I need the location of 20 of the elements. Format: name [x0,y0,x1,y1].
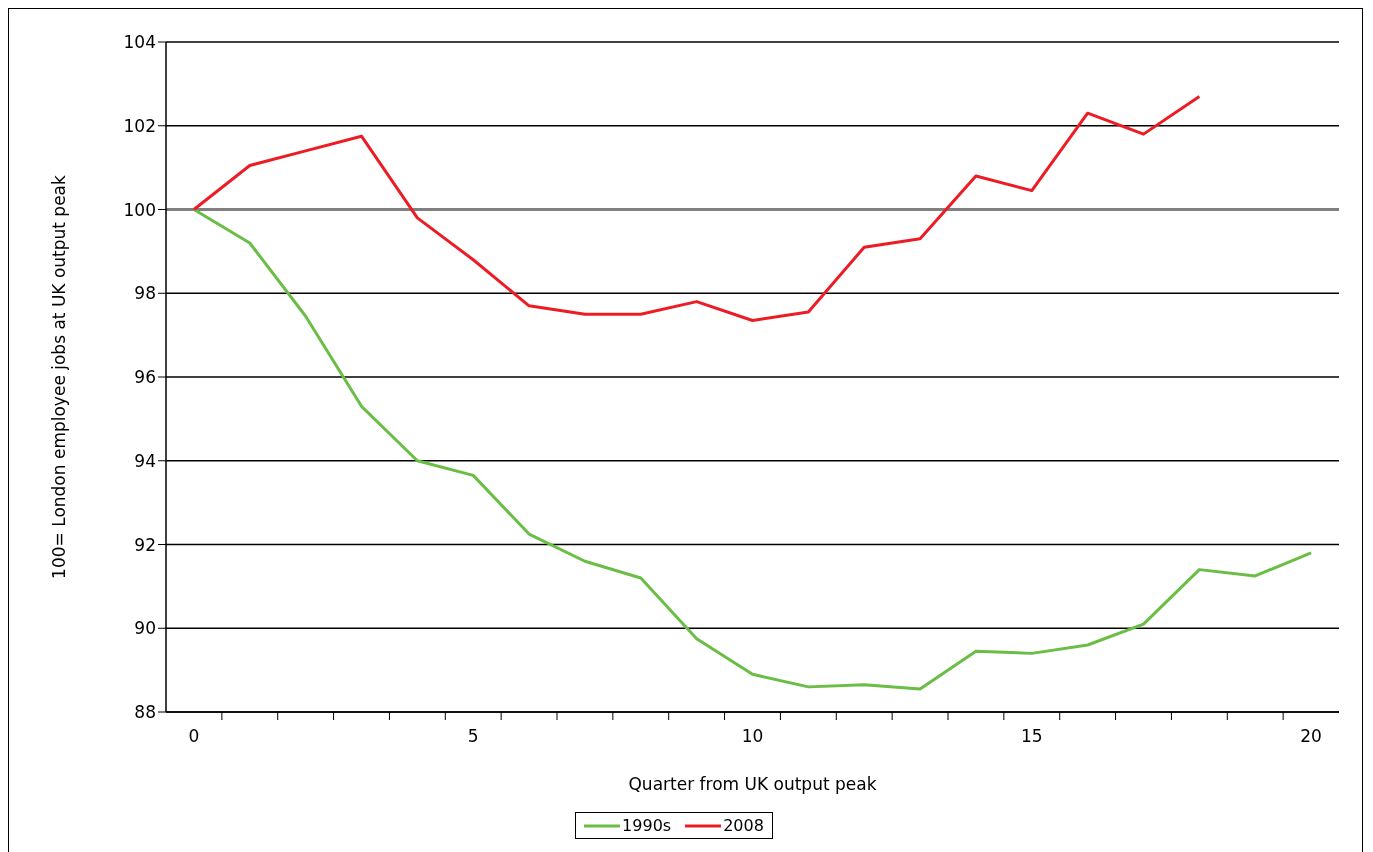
x-tick-label: 5 [467,726,479,746]
x-tick-label: 15 [1020,726,1043,746]
y-tick-label: 96 [134,367,156,388]
line-series [192,208,1313,691]
line-series [192,94,1201,322]
x-tick-label: 0 [188,726,200,746]
y-axis-title: 100= London employee jobs at UK output peak [49,174,70,579]
y-tick-label: 98 [134,283,156,304]
x-tick-label: 20 [1300,726,1322,746]
y-tick-label: 94 [134,450,156,471]
y-tick-label: 90 [134,618,156,639]
legend-label: 2008 [722,816,764,835]
y-tick-label: 102 [123,115,156,136]
y-tick-label: 100 [123,199,156,220]
y-tick-label: 88 [134,702,156,723]
y-tick-label: 92 [134,534,156,555]
legend-label: 1990s [621,816,672,835]
y-tick-label: 104 [123,32,156,53]
x-tick-label: 10 [741,726,764,746]
x-axis-title: Quarter from UK output peak [628,774,877,794]
